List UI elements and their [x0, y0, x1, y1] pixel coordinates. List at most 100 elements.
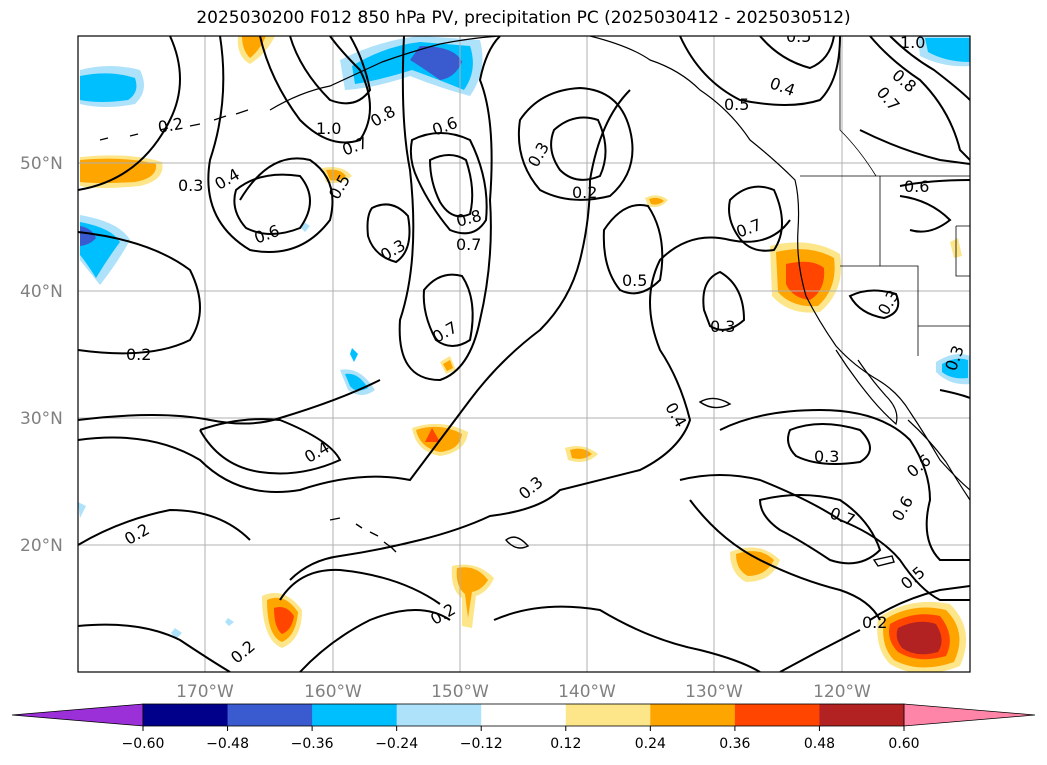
island-ring: [505, 536, 530, 549]
precip-blob: [350, 348, 358, 362]
lon-tick-150w: 150°W: [431, 682, 489, 702]
colorbar-tick-label: −0.48: [206, 736, 249, 752]
contour-label: 0.5: [622, 271, 647, 290]
precip-blob: [925, 38, 970, 62]
contour-line: [869, 36, 970, 161]
colorbar-segment: [565, 704, 651, 726]
contour-line: [299, 609, 451, 672]
colorbar-border: [142, 703, 905, 727]
colorbar-tick-label: 0.12: [550, 736, 581, 752]
precip-blob: [736, 551, 774, 576]
precip-blob: [80, 226, 96, 246]
precip-blob: [896, 621, 942, 655]
contour-line: [199, 418, 342, 475]
lon-tick-120w: 120°W: [813, 682, 871, 702]
colorbar-tick-label: −0.60: [122, 736, 165, 752]
contour-line: [78, 231, 201, 355]
colorbar-extend-high: [903, 703, 1036, 727]
contour-line: [679, 36, 841, 106]
precip-blob: [345, 373, 368, 391]
contour-label: 0.3: [178, 176, 203, 195]
contour-label: 0.2: [156, 114, 184, 137]
lon-tick-170w: 170°W: [176, 682, 234, 702]
contour-label: 0.3: [710, 317, 735, 336]
contour-label: 1.0: [900, 33, 925, 52]
colorbar-segment: [819, 704, 905, 726]
contour-line: [702, 270, 746, 331]
colorbar-tick-label: −0.24: [375, 736, 418, 752]
contour-label: 0.5: [786, 27, 811, 46]
contour-line: [859, 129, 970, 165]
precip-shading: [78, 36, 970, 672]
contour-line: [758, 494, 882, 565]
precip-blob: [456, 567, 488, 618]
coastline-north-america: [589, 36, 970, 491]
coastline-baja: [835, 349, 898, 426]
colorbar-segment: [227, 704, 313, 726]
contour-line: [869, 585, 970, 621]
precip-blob: [274, 607, 294, 634]
contour-label: 0.5: [724, 95, 749, 114]
lon-tick-140w: 140°W: [558, 682, 616, 702]
precip-blob: [225, 618, 234, 626]
precip-blob: [425, 428, 440, 442]
colorbar: −0.60 −0.48 −0.36 −0.24 −0.12 0.12 0.24 0.36 0.4…: [11, 703, 1036, 752]
contour-line: [517, 86, 634, 201]
colorbar-segment: [481, 704, 567, 726]
contour-line: [889, 36, 970, 101]
contour-line: [679, 474, 970, 601]
contour-line: [289, 219, 791, 581]
gridlines: [78, 36, 970, 672]
precip-blob: [786, 261, 825, 300]
contour-line: [848, 289, 900, 320]
precip-blob: [80, 158, 157, 183]
contour-line: [728, 185, 783, 252]
colorbar-tick-label: 0.48: [804, 736, 835, 752]
contour-line: [428, 154, 474, 218]
contour-line: [207, 36, 334, 253]
colorbar-tick-label: 0.24: [635, 736, 666, 752]
precip-blob: [416, 426, 462, 452]
contour-line: [279, 568, 441, 605]
contour-line: [78, 36, 181, 191]
aleutian-islands: [99, 109, 249, 141]
precip-blob: [80, 73, 137, 102]
lat-tick-40: 40°N: [20, 282, 63, 302]
lon-tick-160w: 160°W: [304, 682, 362, 702]
colorbar-tick-label: 0.36: [719, 736, 750, 752]
contour-line: [78, 508, 251, 546]
colorbar-segment: [312, 704, 398, 726]
contour-line: [78, 379, 381, 425]
coastlines: [99, 36, 970, 567]
coastline-alaska: [269, 36, 501, 111]
border-state-3: [955, 225, 970, 277]
contour-line: [493, 605, 761, 672]
colorbar-segment: [650, 704, 736, 726]
colorbar-tick-label: −0.36: [291, 736, 334, 752]
contour-line: [259, 36, 371, 144]
border-canada: [839, 36, 877, 177]
contour-line: [289, 36, 372, 105]
precip-blob: [410, 46, 462, 80]
precip-blob: [242, 36, 266, 58]
lon-tick-130w: 130°W: [685, 682, 743, 702]
map-title: 2025030200 F012 850 hPa PV, precipitatio…: [196, 8, 851, 28]
colorbar-segment: [143, 704, 229, 726]
contour-line: [78, 89, 631, 493]
contour-line: [787, 423, 871, 465]
precip-blob: [326, 169, 346, 181]
precip-blob: [942, 358, 968, 379]
lat-tick-labels: 50°N 40°N 30°N 20°N: [20, 154, 63, 556]
contour-label: 0.3: [814, 447, 839, 466]
contour-label: 0.2: [862, 613, 887, 632]
contour-line: [939, 389, 970, 399]
colorbar-tick-label: 0.60: [888, 736, 919, 752]
contour-label: 0.7: [456, 235, 481, 254]
lon-tick-labels: 170°W 160°W 150°W 140°W 130°W 120°W: [176, 682, 871, 702]
map-background: [78, 36, 970, 672]
contour-line: [78, 623, 231, 672]
contour-line: [602, 204, 664, 295]
lat-tick-30: 30°N: [20, 409, 63, 429]
contour-line: [233, 173, 311, 235]
